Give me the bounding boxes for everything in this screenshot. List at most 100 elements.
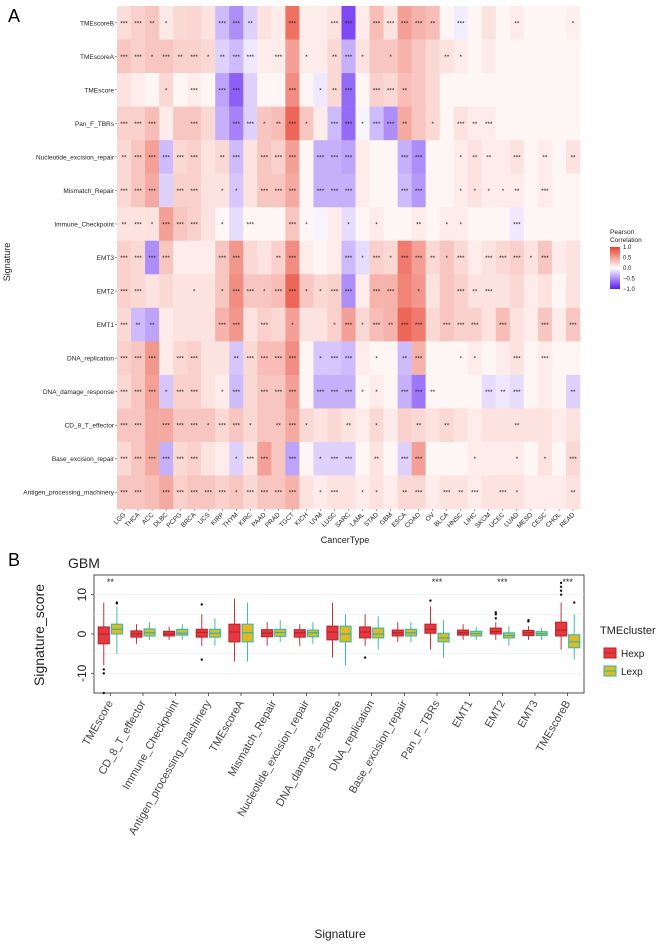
heatmap-cell	[145, 240, 160, 275]
heatmap-cell	[327, 173, 342, 208]
heatmap-cell-annotation: *	[375, 221, 378, 228]
boxplot-outlier	[494, 611, 497, 614]
heatmap-cell	[215, 240, 230, 275]
heatmap-cell	[495, 274, 511, 309]
heatmap-cell	[257, 274, 272, 309]
heatmap-cell	[355, 408, 370, 443]
heatmap-cell-annotation: ***	[345, 54, 353, 61]
heatmap-cell-annotation: ***	[289, 423, 297, 430]
heatmap-cell	[187, 240, 202, 275]
boxplot-y-tick-label: 0	[75, 630, 89, 637]
heatmap-cell	[201, 207, 216, 242]
heatmap-cell	[257, 106, 272, 141]
heatmap-cell	[131, 106, 146, 141]
legend-tick-label: −0.5	[623, 277, 636, 283]
heatmap-cell-annotation: ***	[457, 289, 465, 296]
heatmap-cell-annotation: ***	[513, 356, 521, 363]
heatmap-cell-annotation: ***	[387, 87, 395, 94]
heatmap-cell	[285, 73, 300, 107]
boxplot-significance-label: ***	[497, 577, 508, 587]
heatmap-cell	[495, 73, 511, 107]
heatmap-cell	[341, 106, 356, 141]
heatmap-cell	[173, 341, 188, 376]
heatmap-cell	[131, 173, 146, 208]
heatmap-cell-annotation: ***	[373, 121, 381, 128]
heatmap-cell	[117, 240, 132, 275]
heatmap-cell	[131, 6, 146, 40]
heatmap-cell	[411, 307, 426, 342]
heatmap-cell	[117, 441, 132, 476]
boxplot-x-tick-label: EMT1	[450, 699, 475, 730]
boxplot-x-tick-label: TMEscoreB	[534, 699, 573, 755]
heatmap-cell	[397, 341, 412, 376]
heatmap-cell-annotation: **	[570, 154, 576, 161]
heatmap-cell	[215, 475, 230, 510]
heatmap-cell-annotation: ***	[162, 456, 170, 463]
heatmap-x-tick-label: TGCT	[278, 511, 295, 528]
heatmap-cell-annotation: **	[402, 121, 408, 128]
heatmap-cell	[453, 73, 469, 107]
heatmap-cell-annotation: ***	[176, 154, 184, 161]
heatmap-cell	[145, 207, 160, 242]
heatmap-cell-annotation: ***	[499, 490, 507, 497]
heatmap-cell	[369, 39, 384, 74]
heatmap-cell-annotation: *	[291, 322, 294, 329]
heatmap-cell	[383, 140, 398, 174]
heatmap-cell	[523, 475, 539, 510]
heatmap-cell	[131, 39, 146, 74]
heatmap-cell-annotation: ***	[134, 188, 142, 195]
heatmap-cell	[117, 173, 132, 208]
heatmap-cell	[341, 475, 356, 510]
heatmap-cell-annotation: ***	[569, 322, 577, 329]
heatmap-cell	[341, 374, 356, 409]
heatmap-cell-annotation: ***	[401, 389, 409, 396]
heatmap-cell-annotation: ***	[443, 322, 451, 329]
heatmap-cell	[425, 441, 440, 476]
heatmap-cell	[173, 106, 188, 141]
heatmap-cell-annotation: *	[474, 456, 477, 463]
heatmap-cell-annotation: ***	[134, 423, 142, 430]
heatmap-cell	[467, 207, 483, 242]
heatmap-cell-annotation: ***	[232, 322, 240, 329]
heatmap-cell	[159, 173, 174, 208]
heatmap-cell-annotation: ***	[120, 54, 128, 61]
heatmap-cell-annotation: ***	[415, 490, 423, 497]
heatmap-cell-annotation: ***	[331, 490, 339, 497]
heatmap-cell	[565, 441, 581, 476]
heatmap-cell	[467, 6, 483, 40]
heatmap-cell-annotation: ***	[246, 356, 254, 363]
heatmap-cell-annotation: ***	[218, 20, 226, 27]
heatmap-cell	[439, 173, 455, 208]
heatmap-cell-annotation: **	[150, 322, 156, 329]
heatmap-cell	[145, 475, 160, 510]
heatmap-cell	[159, 140, 174, 174]
heatmap-cell	[215, 441, 230, 476]
heatmap-cell	[495, 240, 511, 275]
heatmap-cell	[355, 173, 370, 208]
heatmap-cell	[215, 274, 230, 309]
heatmap-cell	[509, 73, 525, 107]
heatmap-cell	[341, 173, 356, 208]
heatmap-cell-annotation: ***	[415, 154, 423, 161]
heatmap-cell	[565, 240, 581, 275]
heatmap-x-tick-label: THYM	[222, 511, 240, 529]
heatmap-cell-annotation: *	[375, 423, 378, 430]
heatmap-cell	[285, 441, 300, 476]
heatmap-cell-annotation: ***	[471, 322, 479, 329]
heatmap-cell	[537, 240, 553, 275]
heatmap-cell-annotation: ***	[162, 255, 170, 262]
heatmap-cell	[537, 408, 553, 443]
boxplot-outlier	[200, 603, 203, 606]
heatmap-y-tick-label: Nucleotide_excision_repair	[36, 154, 115, 161]
heatmap-cell	[439, 207, 455, 242]
heatmap-cell	[145, 341, 160, 376]
heatmap-cell	[299, 140, 314, 174]
heatmap-cell	[411, 207, 426, 242]
heatmap-cell-annotation: ***	[218, 322, 226, 329]
heatmap-cell-annotation: *	[305, 423, 308, 430]
heatmap-cell	[243, 475, 258, 510]
heatmap-cell-annotation: ***	[134, 154, 142, 161]
heatmap-cell-annotation: ***	[275, 54, 283, 61]
heatmap-cell	[159, 6, 174, 40]
heatmap-cell	[201, 73, 216, 107]
